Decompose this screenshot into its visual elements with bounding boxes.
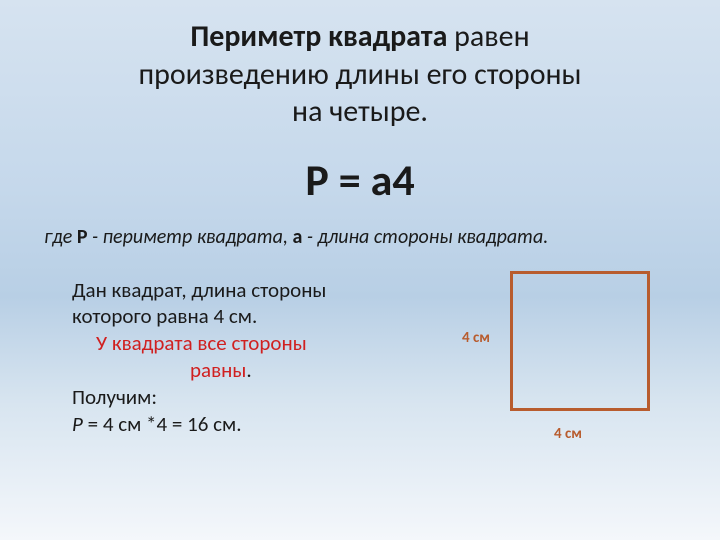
prob-line-6a: Р (72, 411, 83, 437)
square-left-label: 4 см (462, 329, 490, 347)
prob-red-2b: . (246, 357, 251, 383)
prob-line-5: Получим: (72, 384, 157, 410)
legend-P: Р (77, 225, 88, 249)
formula-legend: где Р - периметр квадрата, а - длина сто… (0, 225, 720, 249)
problem-text: Дан квадрат, длина стороны которого равн… (72, 277, 412, 438)
prob-line-6b: = 4 см *4 = 16 см. (83, 411, 242, 437)
prob-red-1: У квадрата все стороны (72, 330, 307, 357)
legend-mid: - периметр квадрата, (87, 225, 292, 249)
title-bold: Периметр квадрата (190, 18, 447, 55)
prob-line-1: Дан квадрат, длина стороны (72, 277, 326, 303)
legend-a: а (292, 225, 302, 249)
square-bottom-label: 4 см (554, 425, 582, 443)
prob-line-2: которого равна 4 см. (72, 303, 257, 329)
title-line-3: на четыре. (292, 93, 428, 130)
slide-title: Периметр квадрата равен произведению дли… (0, 0, 720, 131)
prob-red-2a: равны (72, 357, 246, 384)
title-line-2: произведению длины его стороны (138, 56, 581, 93)
square-shape (510, 271, 650, 411)
legend-suffix: - длина стороны квадрата. (302, 225, 548, 249)
square-diagram: 4 см 4 см (462, 267, 672, 447)
title-rest-1: равен (447, 18, 529, 55)
legend-prefix: где (44, 225, 77, 249)
body-area: Дан квадрат, длина стороны которого равн… (0, 277, 720, 438)
formula: Р = а4 (0, 153, 720, 207)
